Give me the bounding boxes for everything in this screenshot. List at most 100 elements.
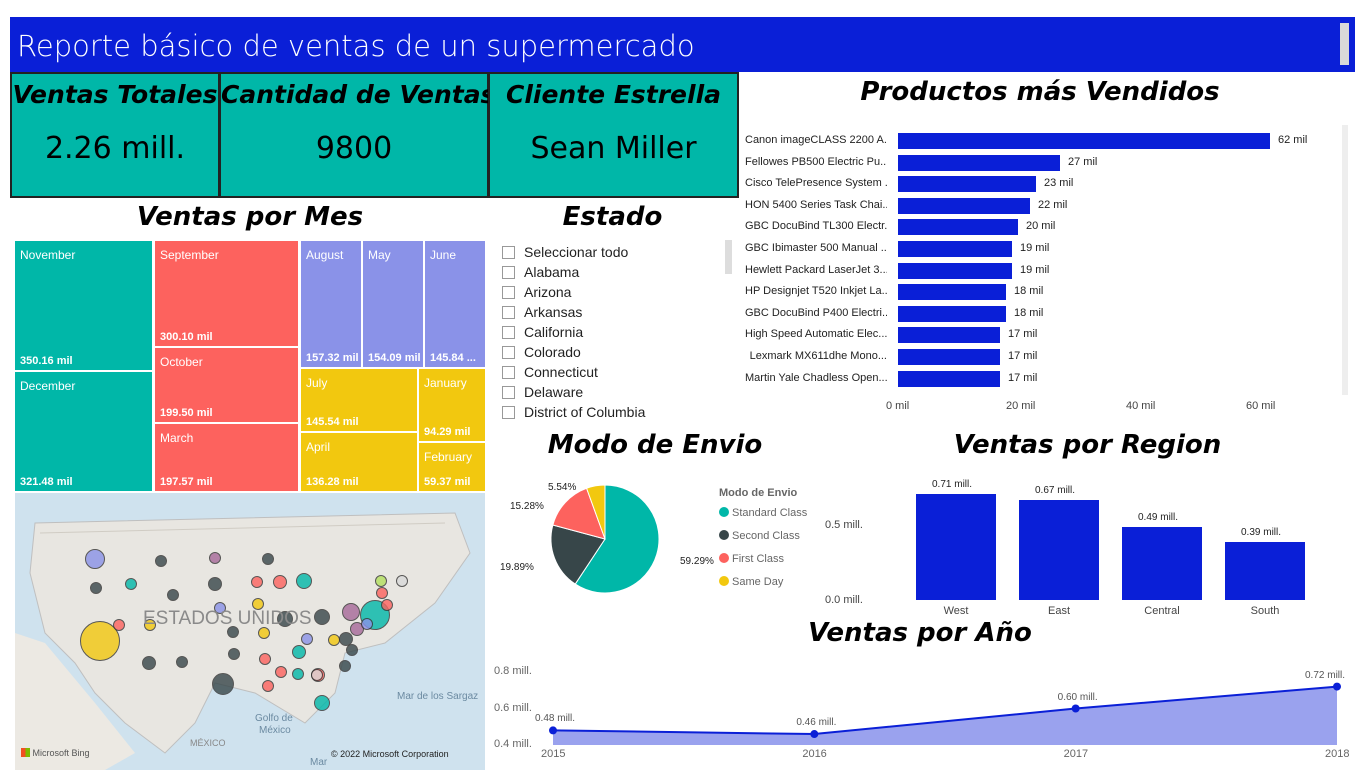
product-bar[interactable] bbox=[898, 370, 1000, 387]
map-bubble[interactable] bbox=[262, 553, 274, 565]
checkbox[interactable] bbox=[502, 286, 515, 299]
map-bubble[interactable] bbox=[209, 552, 221, 564]
treemap-tile-september[interactable]: September 300.10 mil bbox=[155, 241, 298, 346]
map-bubble[interactable] bbox=[314, 695, 330, 711]
product-bar[interactable] bbox=[898, 349, 1000, 365]
map-bubble[interactable] bbox=[292, 645, 306, 659]
treemap-tile-july[interactable]: July 145.54 mil bbox=[301, 369, 417, 431]
map-bubble[interactable] bbox=[277, 611, 293, 627]
map-bubble[interactable] bbox=[144, 619, 156, 631]
treemap-tile-june[interactable]: June 145.84 ... bbox=[425, 241, 485, 367]
product-bar[interactable] bbox=[898, 305, 1006, 322]
pie-slice-first-class[interactable] bbox=[552, 487, 606, 540]
pie-legend-item[interactable]: Standard Class bbox=[719, 507, 807, 519]
product-bar[interactable] bbox=[898, 133, 1270, 149]
map-visual[interactable]: ESTADOS UNIDOS Mar de los Sargaz Golfo d… bbox=[15, 493, 485, 770]
map-bubble[interactable] bbox=[125, 578, 137, 590]
map-bubble[interactable] bbox=[252, 598, 264, 610]
map-bubble[interactable] bbox=[214, 602, 226, 614]
map-bubble[interactable] bbox=[275, 666, 287, 678]
treemap-tile-october[interactable]: October 199.50 mil bbox=[155, 348, 298, 422]
product-bar[interactable] bbox=[898, 154, 1060, 171]
area-point[interactable] bbox=[1333, 682, 1341, 691]
checkbox[interactable] bbox=[502, 386, 515, 399]
map-bubble[interactable] bbox=[339, 632, 353, 646]
pie-legend-item[interactable]: First Class bbox=[719, 553, 784, 565]
map-bubble[interactable] bbox=[113, 619, 125, 631]
estado-option[interactable]: Arizona bbox=[502, 284, 571, 300]
treemap-tile-august[interactable]: August 157.32 mil bbox=[301, 241, 361, 367]
estado-option[interactable]: Seleccionar todo bbox=[502, 244, 628, 260]
map-bubble[interactable] bbox=[262, 680, 274, 692]
pie-legend-item[interactable]: Same Day bbox=[719, 576, 783, 588]
treemap-tile-march[interactable]: March 197.57 mil bbox=[155, 424, 298, 491]
productos-scrollbar[interactable] bbox=[1342, 125, 1348, 395]
map-bubble[interactable] bbox=[301, 633, 313, 645]
map-bubble[interactable] bbox=[311, 669, 323, 681]
estado-option[interactable]: California bbox=[502, 324, 583, 340]
map-bubble[interactable] bbox=[90, 582, 102, 594]
area-point[interactable] bbox=[549, 726, 557, 735]
treemap-tile-february[interactable]: February 59.37 mil bbox=[419, 443, 485, 491]
pie-legend-item[interactable]: Second Class bbox=[719, 530, 800, 542]
map-bubble[interactable] bbox=[155, 555, 167, 567]
area-point[interactable] bbox=[810, 730, 819, 739]
map-bubble[interactable] bbox=[361, 618, 373, 630]
map-bubble[interactable] bbox=[296, 573, 312, 589]
map-bubble[interactable] bbox=[258, 627, 270, 639]
map-bubble[interactable] bbox=[381, 599, 393, 611]
map-bubble[interactable] bbox=[212, 673, 234, 695]
product-bar[interactable] bbox=[898, 241, 1012, 257]
treemap-tile-december[interactable]: December 321.48 mil bbox=[15, 372, 152, 491]
map-bubble[interactable] bbox=[273, 575, 287, 589]
map-bubble[interactable] bbox=[259, 653, 271, 665]
map-bubble[interactable] bbox=[85, 549, 105, 569]
checkbox[interactable] bbox=[502, 406, 515, 419]
checkbox[interactable] bbox=[502, 346, 515, 359]
map-bubble[interactable] bbox=[208, 577, 222, 591]
estado-option[interactable]: Connecticut bbox=[502, 364, 598, 380]
estado-option[interactable]: Colorado bbox=[502, 344, 581, 360]
checkbox[interactable] bbox=[502, 266, 515, 279]
checkbox[interactable] bbox=[502, 306, 515, 319]
product-bar[interactable] bbox=[898, 219, 1018, 236]
region-bar[interactable] bbox=[1225, 541, 1305, 600]
treemap-tile-november[interactable]: November 350.16 mil bbox=[15, 241, 152, 370]
map-bubble[interactable] bbox=[339, 660, 351, 672]
estado-option[interactable]: District of Columbia bbox=[502, 404, 645, 420]
product-bar[interactable] bbox=[898, 262, 1012, 279]
estado-option[interactable]: Arkansas bbox=[502, 304, 582, 320]
product-bar[interactable] bbox=[898, 176, 1036, 193]
area-point[interactable] bbox=[1071, 704, 1080, 713]
checkbox[interactable] bbox=[502, 326, 515, 339]
region-bar[interactable] bbox=[916, 493, 996, 600]
product-bar[interactable] bbox=[898, 327, 1000, 344]
treemap-tile-may[interactable]: May 154.09 mil bbox=[363, 241, 423, 367]
estado-option[interactable]: Delaware bbox=[502, 384, 583, 400]
slicer-scrollbar[interactable] bbox=[725, 240, 732, 274]
region-bar[interactable] bbox=[1122, 526, 1202, 600]
map-bubble[interactable] bbox=[314, 609, 330, 625]
map-bubble[interactable] bbox=[227, 626, 239, 638]
treemap-tile-april[interactable]: April 136.28 mil bbox=[301, 433, 417, 491]
map-bubble[interactable] bbox=[342, 603, 360, 621]
map-bubble[interactable] bbox=[346, 644, 358, 656]
map-bubble[interactable] bbox=[396, 575, 408, 587]
map-bubble[interactable] bbox=[292, 668, 304, 680]
pie-slice-standard-class[interactable] bbox=[574, 484, 660, 594]
product-bar[interactable] bbox=[898, 284, 1006, 301]
estado-option[interactable]: Alabama bbox=[502, 264, 579, 280]
map-bubble[interactable] bbox=[142, 656, 156, 670]
map-bubble[interactable] bbox=[376, 587, 388, 599]
map-bubble[interactable] bbox=[251, 576, 263, 588]
treemap-tile-january[interactable]: January 94.29 mil bbox=[419, 369, 485, 441]
checkbox[interactable] bbox=[502, 366, 515, 379]
map-bubble[interactable] bbox=[375, 575, 387, 587]
map-bubble[interactable] bbox=[228, 648, 240, 660]
region-bar[interactable] bbox=[1019, 499, 1099, 600]
map-bubble[interactable] bbox=[167, 589, 179, 601]
pie-slice-second-class[interactable] bbox=[550, 524, 606, 585]
map-bubble[interactable] bbox=[176, 656, 188, 668]
checkbox[interactable] bbox=[502, 246, 515, 259]
pie-slice-same-day[interactable] bbox=[585, 484, 606, 540]
